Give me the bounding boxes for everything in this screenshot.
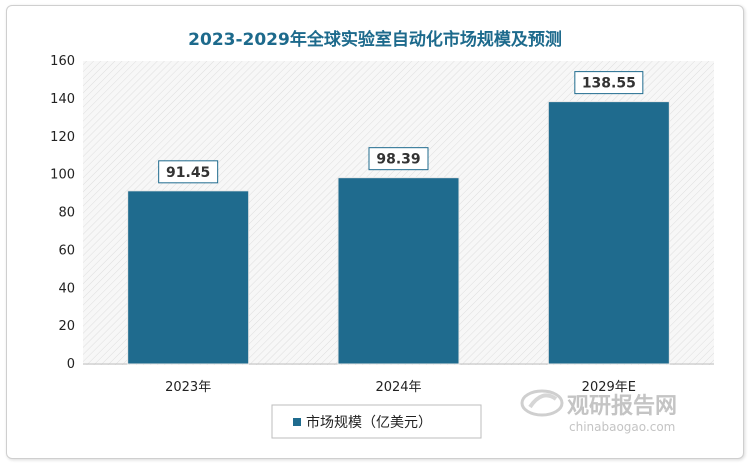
x-tick-label: 2029年E xyxy=(582,380,636,395)
bar xyxy=(547,101,670,365)
legend-box xyxy=(271,404,482,439)
bar-chart: 2023-2029年全球实验室自动化市场规模及预测 0 20 40 60 80 100 12… xyxy=(50,29,714,439)
y-tick-label: 80 xyxy=(58,206,75,221)
bar xyxy=(127,190,250,365)
value-label-box xyxy=(158,160,219,184)
chart-frame: 2023-2029年全球实验室自动化市场规模及预测 0 20 40 60 80 100 12… xyxy=(6,5,744,459)
legend-swatch xyxy=(293,418,301,426)
y-tick-label: 120 xyxy=(50,130,75,145)
value-label: 91.45 xyxy=(166,165,210,181)
y-tick-label: 100 xyxy=(50,168,75,183)
legend-label: 市场规模（亿美元） xyxy=(306,414,432,431)
legend: 市场规模（亿美元） xyxy=(271,404,482,439)
value-label-box xyxy=(368,147,429,171)
value-label: 138.55 xyxy=(582,76,636,92)
bars-group xyxy=(127,101,670,365)
x-axis: 2023年 2024年 2029年E xyxy=(165,380,636,395)
bar xyxy=(337,177,460,365)
value-label-box xyxy=(574,71,644,95)
y-tick-label: 20 xyxy=(58,319,75,334)
watermark: 观研报告网 chinabaogao.com xyxy=(520,389,677,434)
y-tick-label: 40 xyxy=(58,281,75,296)
x-tick-label: 2023年 xyxy=(165,380,211,395)
data-labels: 91.45 98.39 138.55 xyxy=(158,71,644,184)
y-tick-label: 160 xyxy=(50,54,75,69)
y-tick-label: 140 xyxy=(50,92,75,107)
chart-title: 2023-2029年全球实验室自动化市场规模及预测 xyxy=(188,29,562,50)
watermark-logo-icon xyxy=(520,389,564,417)
y-tick-label: 60 xyxy=(58,243,75,258)
y-tick-label: 0 xyxy=(67,357,75,372)
x-tick-label: 2024年 xyxy=(375,380,421,395)
value-label: 98.39 xyxy=(376,152,420,168)
watermark-url: chinabaogao.com xyxy=(569,420,675,434)
watermark-name: 观研报告网 xyxy=(567,394,677,419)
y-axis: 0 20 40 60 80 100 120 140 160 xyxy=(50,54,75,372)
